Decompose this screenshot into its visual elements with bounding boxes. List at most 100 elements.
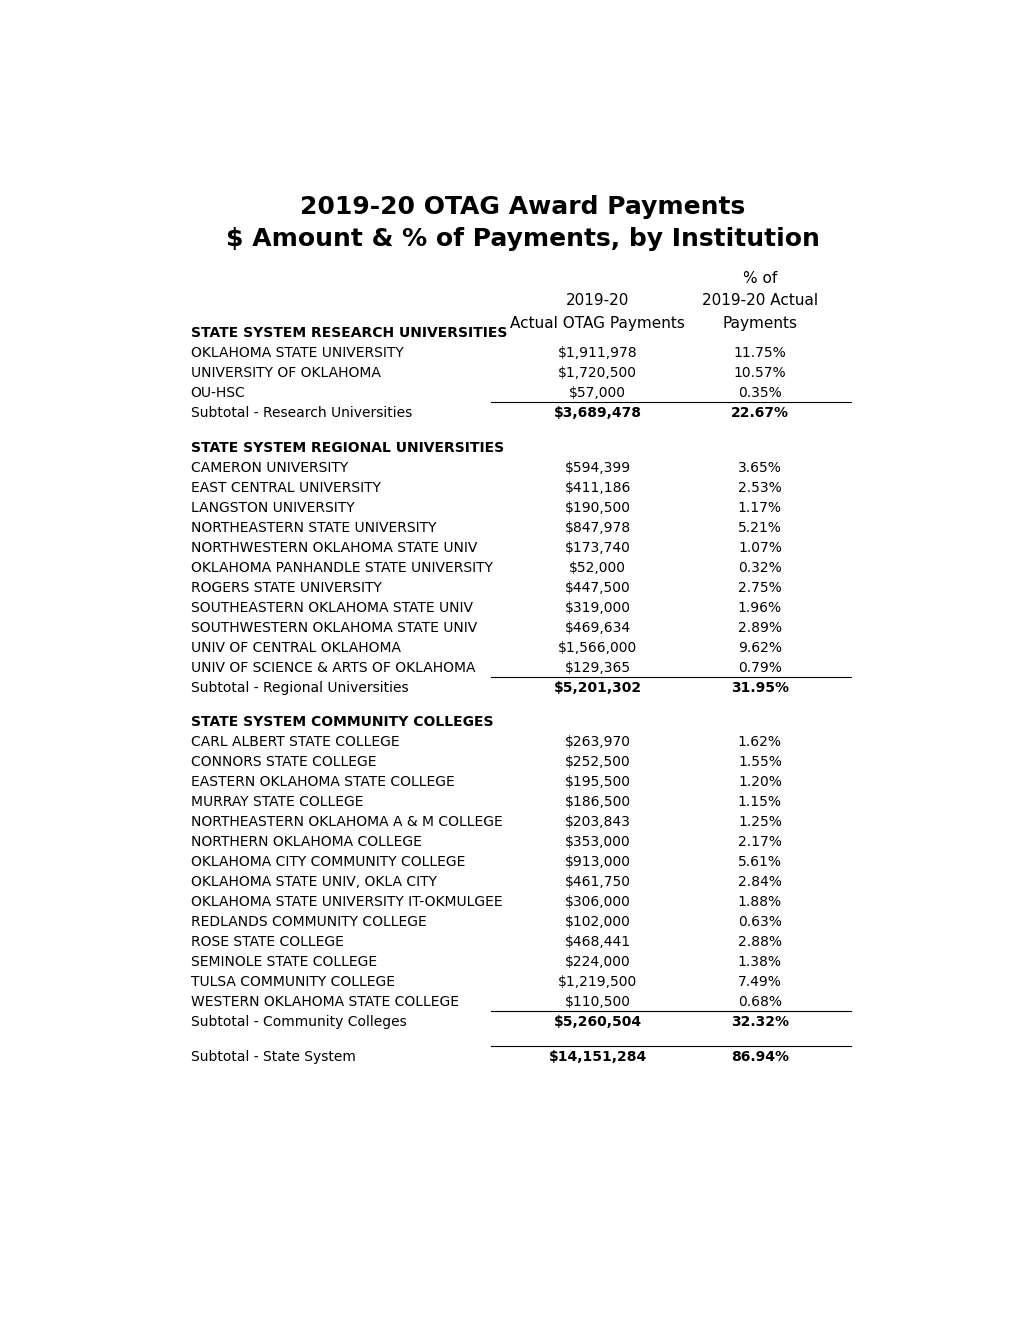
Text: 5.61%: 5.61% <box>737 855 782 870</box>
Text: STATE SYSTEM REGIONAL UNIVERSITIES: STATE SYSTEM REGIONAL UNIVERSITIES <box>191 441 503 454</box>
Text: 0.32%: 0.32% <box>738 561 781 574</box>
Text: 1.25%: 1.25% <box>737 816 782 829</box>
Text: 5.21%: 5.21% <box>737 520 782 535</box>
Text: $847,978: $847,978 <box>565 520 631 535</box>
Text: $57,000: $57,000 <box>569 387 626 400</box>
Text: 86.94%: 86.94% <box>731 1049 788 1064</box>
Text: OU-HSC: OU-HSC <box>191 387 246 400</box>
Text: $203,843: $203,843 <box>565 816 630 829</box>
Text: REDLANDS COMMUNITY COLLEGE: REDLANDS COMMUNITY COLLEGE <box>191 915 426 929</box>
Text: 11.75%: 11.75% <box>733 346 786 360</box>
Text: $190,500: $190,500 <box>565 500 630 515</box>
Text: NORTHEASTERN OKLAHOMA A & M COLLEGE: NORTHEASTERN OKLAHOMA A & M COLLEGE <box>191 816 502 829</box>
Text: UNIVERSITY OF OKLAHOMA: UNIVERSITY OF OKLAHOMA <box>191 366 380 380</box>
Text: Subtotal - Research Universities: Subtotal - Research Universities <box>191 407 412 420</box>
Text: $ Amount & % of Payments, by Institution: $ Amount & % of Payments, by Institution <box>225 227 819 251</box>
Text: $186,500: $186,500 <box>565 795 631 809</box>
Text: Actual OTAG Payments: Actual OTAG Payments <box>510 315 685 330</box>
Text: % of: % of <box>742 271 776 286</box>
Text: $5,201,302: $5,201,302 <box>553 681 641 694</box>
Text: $594,399: $594,399 <box>565 461 631 475</box>
Text: 10.57%: 10.57% <box>733 366 786 380</box>
Text: 2.17%: 2.17% <box>737 836 782 849</box>
Text: 0.35%: 0.35% <box>738 387 781 400</box>
Text: OKLAHOMA STATE UNIVERSITY IT-OKMULGEE: OKLAHOMA STATE UNIVERSITY IT-OKMULGEE <box>191 895 502 909</box>
Text: SOUTHWESTERN OKLAHOMA STATE UNIV: SOUTHWESTERN OKLAHOMA STATE UNIV <box>191 620 477 635</box>
Text: NORTHWESTERN OKLAHOMA STATE UNIV: NORTHWESTERN OKLAHOMA STATE UNIV <box>191 541 477 554</box>
Text: 2.89%: 2.89% <box>737 620 782 635</box>
Text: CAMERON UNIVERSITY: CAMERON UNIVERSITY <box>191 461 347 475</box>
Text: $52,000: $52,000 <box>569 561 626 574</box>
Text: Subtotal - State System: Subtotal - State System <box>191 1049 356 1064</box>
Text: NORTHERN OKLAHOMA COLLEGE: NORTHERN OKLAHOMA COLLEGE <box>191 836 421 849</box>
Text: $1,566,000: $1,566,000 <box>557 640 637 655</box>
Text: $913,000: $913,000 <box>565 855 630 870</box>
Text: $224,000: $224,000 <box>565 956 630 969</box>
Text: WESTERN OKLAHOMA STATE COLLEGE: WESTERN OKLAHOMA STATE COLLEGE <box>191 995 459 1010</box>
Text: EASTERN OKLAHOMA STATE COLLEGE: EASTERN OKLAHOMA STATE COLLEGE <box>191 775 454 789</box>
Text: $468,441: $468,441 <box>565 936 631 949</box>
Text: 1.17%: 1.17% <box>737 500 782 515</box>
Text: OKLAHOMA STATE UNIV, OKLA CITY: OKLAHOMA STATE UNIV, OKLA CITY <box>191 875 436 890</box>
Text: 2.84%: 2.84% <box>737 875 782 890</box>
Text: $195,500: $195,500 <box>565 775 630 789</box>
Text: OKLAHOMA PANHANDLE STATE UNIVERSITY: OKLAHOMA PANHANDLE STATE UNIVERSITY <box>191 561 492 574</box>
Text: $447,500: $447,500 <box>565 581 630 595</box>
Text: $263,970: $263,970 <box>565 735 630 750</box>
Text: LANGSTON UNIVERSITY: LANGSTON UNIVERSITY <box>191 500 354 515</box>
Text: 1.96%: 1.96% <box>737 601 782 615</box>
Text: 2019-20: 2019-20 <box>566 293 629 308</box>
Text: 9.62%: 9.62% <box>737 640 782 655</box>
Text: 2.88%: 2.88% <box>737 936 782 949</box>
Text: $3,689,478: $3,689,478 <box>553 407 641 420</box>
Text: $411,186: $411,186 <box>565 480 631 495</box>
Text: OKLAHOMA STATE UNIVERSITY: OKLAHOMA STATE UNIVERSITY <box>191 346 404 360</box>
Text: $319,000: $319,000 <box>565 601 630 615</box>
Text: 0.68%: 0.68% <box>737 995 782 1010</box>
Text: UNIV OF SCIENCE & ARTS OF OKLAHOMA: UNIV OF SCIENCE & ARTS OF OKLAHOMA <box>191 661 475 675</box>
Text: $353,000: $353,000 <box>565 836 630 849</box>
Text: 3.65%: 3.65% <box>737 461 782 475</box>
Text: ROSE STATE COLLEGE: ROSE STATE COLLEGE <box>191 936 343 949</box>
Text: 2019-20 OTAG Award Payments: 2019-20 OTAG Award Payments <box>300 195 745 219</box>
Text: Subtotal - Regional Universities: Subtotal - Regional Universities <box>191 681 408 694</box>
Text: 0.63%: 0.63% <box>737 915 782 929</box>
Text: 1.38%: 1.38% <box>737 956 782 969</box>
Text: CARL ALBERT STATE COLLEGE: CARL ALBERT STATE COLLEGE <box>191 735 399 750</box>
Text: $1,720,500: $1,720,500 <box>557 366 637 380</box>
Text: $129,365: $129,365 <box>565 661 631 675</box>
Text: $14,151,284: $14,151,284 <box>548 1049 646 1064</box>
Text: CONNORS STATE COLLEGE: CONNORS STATE COLLEGE <box>191 755 376 770</box>
Text: 1.20%: 1.20% <box>737 775 782 789</box>
Text: 32.32%: 32.32% <box>731 1015 788 1030</box>
Text: ROGERS STATE UNIVERSITY: ROGERS STATE UNIVERSITY <box>191 581 381 595</box>
Text: $461,750: $461,750 <box>565 875 630 890</box>
Text: 2019-20 Actual: 2019-20 Actual <box>701 293 817 308</box>
Text: $1,219,500: $1,219,500 <box>557 975 637 990</box>
Text: 1.55%: 1.55% <box>737 755 782 770</box>
Text: OKLAHOMA CITY COMMUNITY COLLEGE: OKLAHOMA CITY COMMUNITY COLLEGE <box>191 855 465 870</box>
Text: MURRAY STATE COLLEGE: MURRAY STATE COLLEGE <box>191 795 363 809</box>
Text: 1.88%: 1.88% <box>737 895 782 909</box>
Text: UNIV OF CENTRAL OKLAHOMA: UNIV OF CENTRAL OKLAHOMA <box>191 640 400 655</box>
Text: $252,500: $252,500 <box>565 755 630 770</box>
Text: 7.49%: 7.49% <box>737 975 782 990</box>
Text: $469,634: $469,634 <box>565 620 631 635</box>
Text: $1,911,978: $1,911,978 <box>557 346 637 360</box>
Text: 31.95%: 31.95% <box>731 681 788 694</box>
Text: STATE SYSTEM RESEARCH UNIVERSITIES: STATE SYSTEM RESEARCH UNIVERSITIES <box>191 326 506 341</box>
Text: EAST CENTRAL UNIVERSITY: EAST CENTRAL UNIVERSITY <box>191 480 380 495</box>
Text: STATE SYSTEM COMMUNITY COLLEGES: STATE SYSTEM COMMUNITY COLLEGES <box>191 715 493 729</box>
Text: 0.79%: 0.79% <box>737 661 782 675</box>
Text: $5,260,504: $5,260,504 <box>553 1015 641 1030</box>
Text: NORTHEASTERN STATE UNIVERSITY: NORTHEASTERN STATE UNIVERSITY <box>191 520 436 535</box>
Text: 1.15%: 1.15% <box>737 795 782 809</box>
Text: 2.53%: 2.53% <box>738 480 781 495</box>
Text: TULSA COMMUNITY COLLEGE: TULSA COMMUNITY COLLEGE <box>191 975 394 990</box>
Text: 2.75%: 2.75% <box>738 581 781 595</box>
Text: SOUTHEASTERN OKLAHOMA STATE UNIV: SOUTHEASTERN OKLAHOMA STATE UNIV <box>191 601 472 615</box>
Text: $306,000: $306,000 <box>565 895 630 909</box>
Text: SEMINOLE STATE COLLEGE: SEMINOLE STATE COLLEGE <box>191 956 376 969</box>
Text: Subtotal - Community Colleges: Subtotal - Community Colleges <box>191 1015 407 1030</box>
Text: Payments: Payments <box>721 315 797 330</box>
